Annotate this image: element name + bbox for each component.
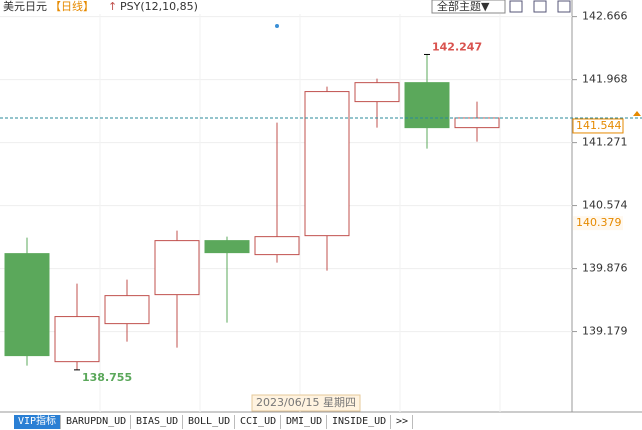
last-price-arrow [633,110,641,116]
candle-body [404,82,450,129]
indicator-icon: ↑ [108,0,117,13]
candle-body [454,117,500,129]
candle-body [254,236,300,256]
y-tick-label: 140.574 [582,199,628,212]
toolbar-icon[interactable] [557,0,571,13]
toolbar-icon[interactable] [533,0,547,13]
last-price-box [572,118,624,134]
candle-body [354,82,400,103]
tab[interactable]: BIAS_UD [132,415,184,429]
low-label: 138.755 [82,371,132,384]
theme-button[interactable] [431,0,506,14]
last-price-label: 141.544 [576,119,622,132]
candle-body [304,91,350,237]
indicator-dot [275,24,279,28]
period: 【日线】 [50,0,94,13]
y-tick-label: 141.271 [582,136,628,149]
crosshair-label: 2023/06/15 星期四 [256,396,356,409]
y-tick-label: 139.179 [582,325,628,338]
marker-price-box [573,216,623,231]
y-tick-label: 139.876 [582,262,628,275]
tab[interactable]: INSIDE_UD [328,415,392,429]
tab[interactable]: VIP指标 [14,415,62,429]
indicator: PSY(12,10,85) [120,0,198,13]
toolbar-icon[interactable] [509,0,523,13]
marker-price-label: 140.379 [576,216,622,229]
tab[interactable]: DMI_UD [282,415,328,429]
candle-body [4,253,50,357]
symbol: 美元日元 [3,0,47,13]
high-label: 142.247 [432,40,482,53]
tab[interactable]: CCI_UD [236,415,282,429]
candle-body [104,295,150,325]
y-tick-label: 141.968 [582,73,628,86]
candle-body [54,316,100,363]
tab[interactable]: >> [392,415,414,429]
tab[interactable]: BARUPDN_UD [62,415,132,429]
theme-button-label[interactable]: 全部主题▼ [437,0,490,13]
candle-body [154,240,200,296]
tab[interactable]: BOLL_UD [184,415,236,429]
candle-body [204,240,250,254]
y-tick-label: 142.666 [582,10,628,23]
crosshair-box [251,394,361,412]
